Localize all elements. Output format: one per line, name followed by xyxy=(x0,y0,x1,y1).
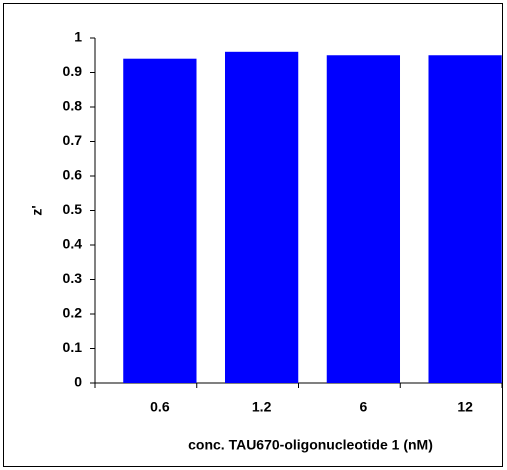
bar xyxy=(326,55,401,383)
x-tick-label: 12 xyxy=(457,399,473,415)
y-tick-label: 0.5 xyxy=(63,201,83,217)
y-tick-label: 0.8 xyxy=(63,98,83,114)
y-tick-label: 0.9 xyxy=(63,63,83,79)
y-tick-label: 0.2 xyxy=(63,305,83,321)
axis-title-x: conc. TAU670-oligonucleotide 1 (nM) xyxy=(188,437,433,453)
axis-title-y: z' xyxy=(29,205,45,215)
y-tick-label: 0.3 xyxy=(63,270,83,286)
x-tick-label: 0.6 xyxy=(150,399,170,415)
x-tick-label: 6 xyxy=(359,399,367,415)
y-tick-label: 0.7 xyxy=(63,132,83,148)
y-tick-label: 0 xyxy=(74,374,82,390)
y-tick-label: 0.4 xyxy=(63,236,83,252)
bar xyxy=(224,51,299,384)
x-tick-label: 1.2 xyxy=(252,399,272,415)
y-tick-label: 0.1 xyxy=(63,339,83,355)
bar xyxy=(428,55,502,383)
y-tick-label: 1 xyxy=(74,29,82,45)
y-tick-label: 0.6 xyxy=(63,167,83,183)
bar xyxy=(123,58,197,383)
